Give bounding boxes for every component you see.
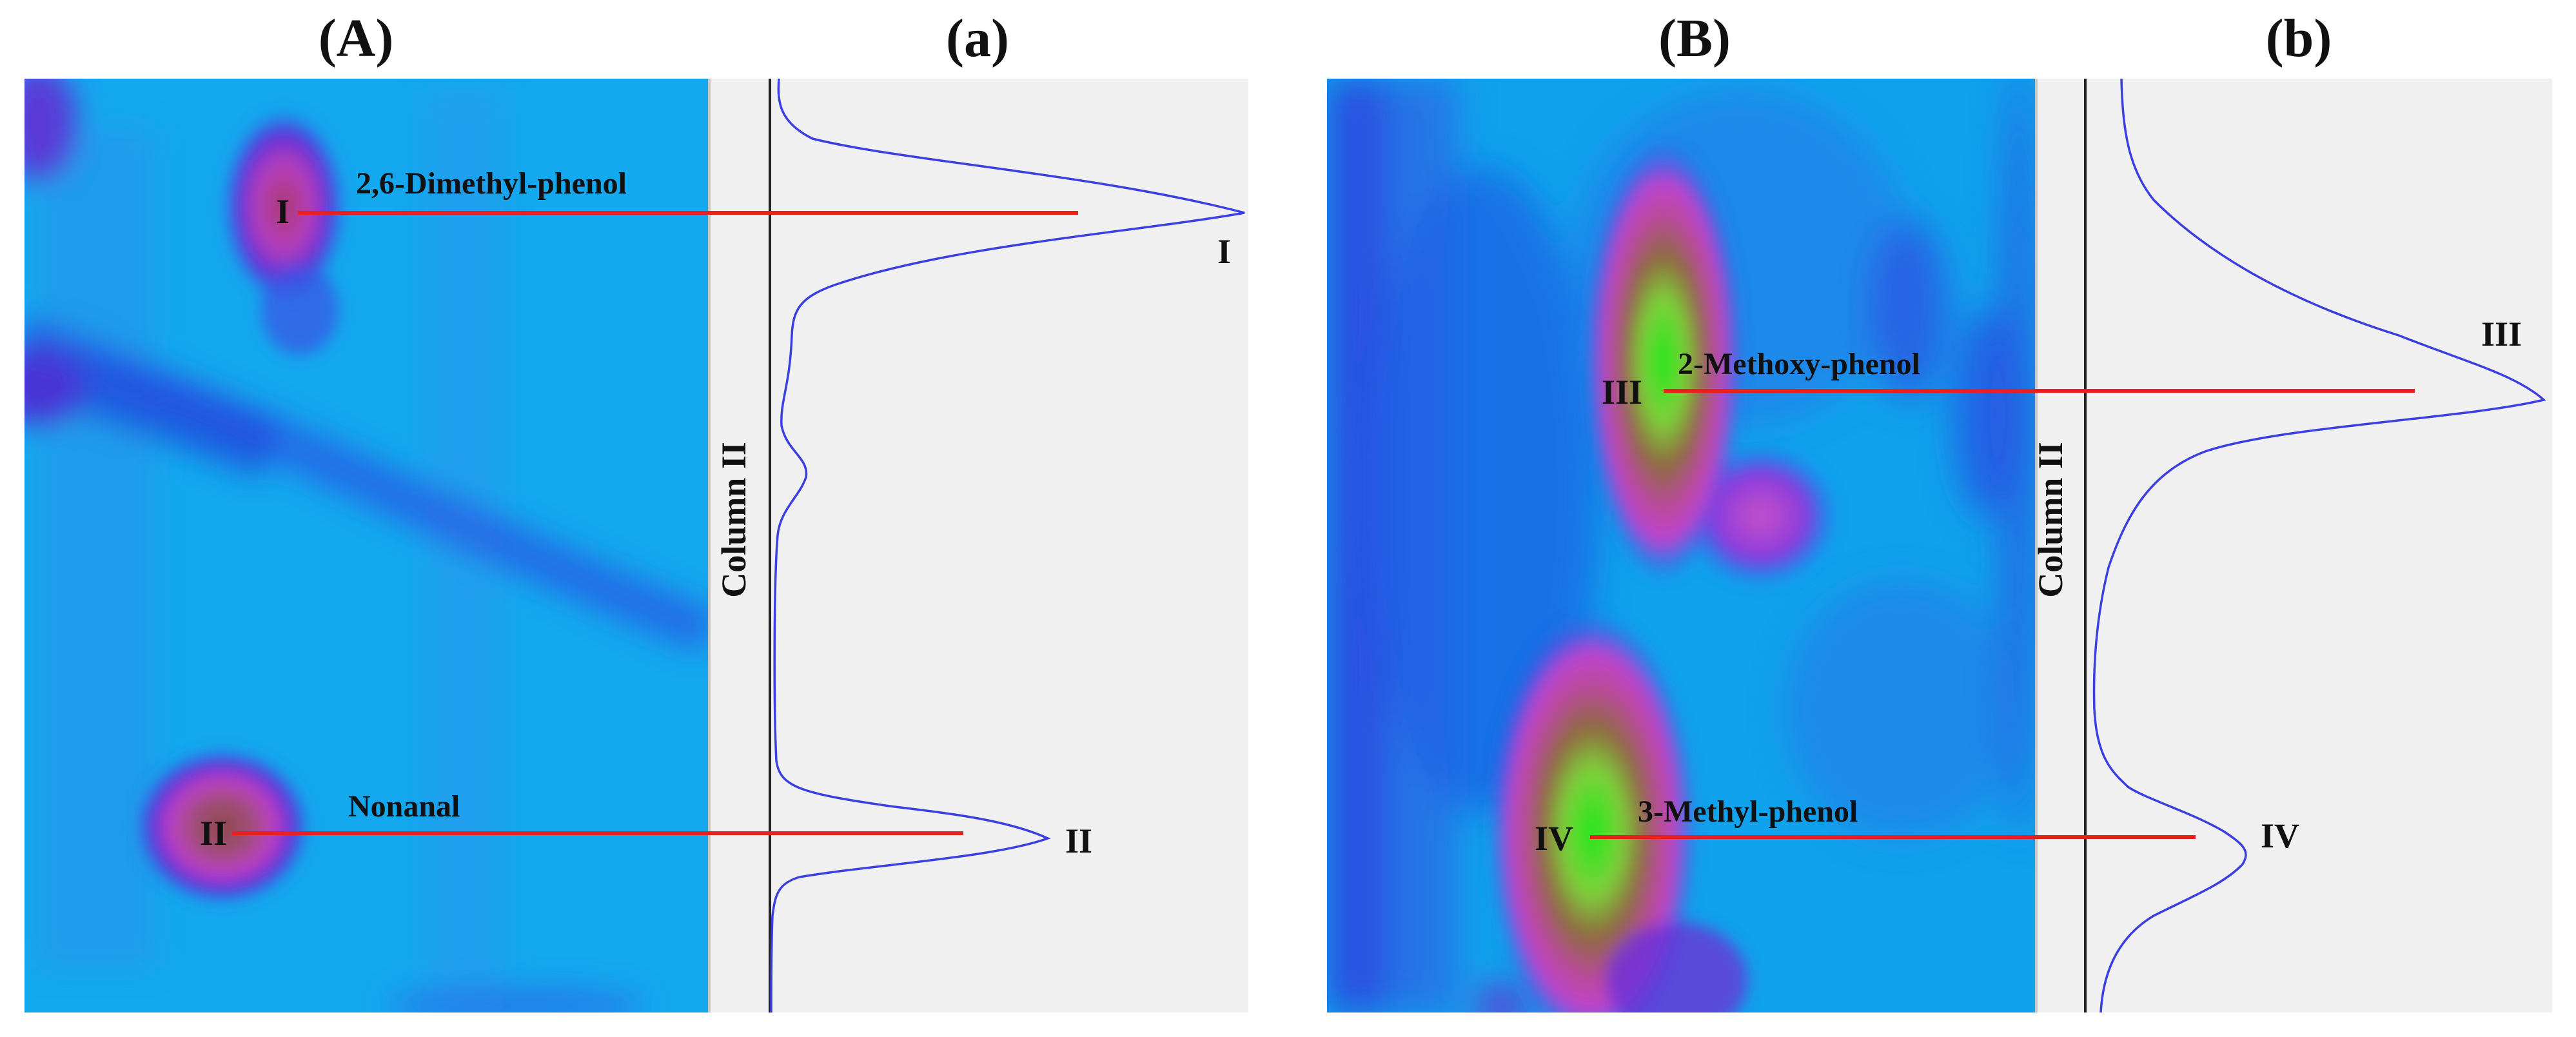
- compound-label-IV: 3-Methyl-phenol: [1638, 795, 1858, 829]
- heatmap-B: [1327, 79, 2036, 1012]
- peak-label-II: II: [1065, 822, 1092, 860]
- spot-marker-I: I: [276, 192, 290, 231]
- panel-title-A: (A): [318, 8, 394, 68]
- chromatogram-a: [708, 78, 1248, 1013]
- spot-marker-II: II: [200, 814, 227, 853]
- heatmap-A: [25, 79, 709, 1012]
- axis-label-column-a: Column II: [714, 442, 753, 598]
- compound-label-III: 2-Methoxy-phenol: [1678, 347, 1920, 381]
- chromatogram-b: [2035, 78, 2552, 1013]
- spot-marker-III: III: [1602, 373, 1642, 411]
- series-line-b: [2092, 78, 2546, 1013]
- peak-label-I: I: [1217, 232, 1231, 271]
- compound-label-II: Nonanal: [348, 789, 460, 824]
- compound-label-I: 2,6-Dimethyl-phenol: [356, 166, 627, 201]
- panel-title-B: (B): [1658, 8, 1731, 68]
- panel-title-b: (b): [2265, 8, 2332, 68]
- series-line-a: [770, 78, 1245, 1013]
- panel-title-a: (a): [946, 8, 1009, 68]
- peak-label-IV: IV: [2261, 816, 2299, 855]
- peak-label-III: III: [2481, 315, 2522, 353]
- axis-label-column-b: Column II: [2031, 442, 2070, 598]
- spot-marker-IV: IV: [1535, 819, 1573, 858]
